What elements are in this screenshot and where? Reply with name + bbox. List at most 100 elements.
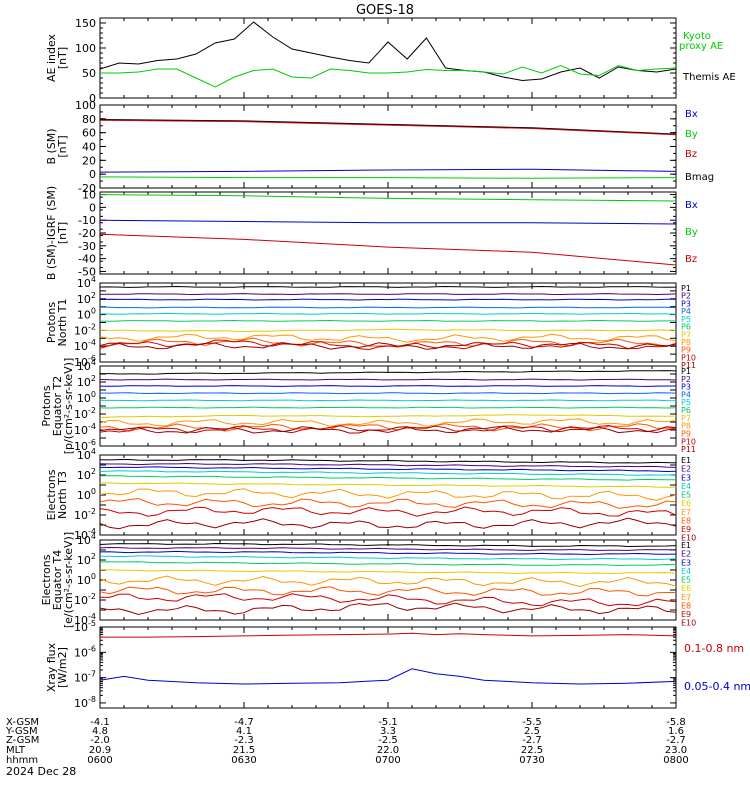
footer-value: -4.1	[90, 717, 110, 728]
series-line	[100, 458, 676, 464]
legend-label: Bz	[685, 254, 697, 265]
y-axis-title-line: Equator T4	[51, 550, 64, 610]
y-tick-base: 10	[77, 376, 91, 389]
y-tick-label: 10-6	[74, 354, 96, 369]
series-line	[100, 466, 676, 473]
legend-label: Bz	[685, 149, 697, 160]
y-tick-label: 100	[75, 42, 96, 55]
legend-label: E9	[681, 525, 691, 534]
series-line	[100, 306, 676, 309]
series-line	[100, 370, 676, 375]
y-axis-title: ElectronsNorth T3	[45, 469, 69, 520]
legend-label: 0.1-0.8 nm	[684, 642, 744, 655]
series-line	[100, 497, 676, 509]
y-tick-label: 102	[77, 467, 96, 482]
series-line	[100, 378, 676, 381]
y-tick-label: 10-6	[74, 644, 96, 659]
series-group	[100, 632, 676, 685]
series-line	[100, 21, 676, 82]
y-tick-exponent: -2	[88, 322, 96, 331]
y-tick-base: 10	[74, 408, 88, 421]
y-tick-label: 80	[82, 113, 96, 126]
series-line	[100, 293, 676, 296]
y-tick-base: 10	[74, 529, 88, 542]
y-tick-base: 10	[77, 534, 91, 547]
y-tick-base: 10	[77, 277, 91, 290]
y-axis-title-line: Electrons	[40, 554, 53, 605]
y-tick-label: 0	[89, 201, 96, 214]
legend-label: P5	[681, 398, 691, 407]
footer-value: -5.8	[666, 717, 686, 728]
y-axis-title-line: Protons	[40, 385, 53, 426]
legend-label: P3	[681, 299, 691, 308]
y-tick-label: 0	[89, 92, 96, 105]
series-line	[100, 399, 676, 402]
legend-label: E7	[681, 593, 691, 602]
y-tick-exponent: 2	[91, 291, 96, 300]
series-line	[100, 176, 676, 179]
legend-label: E6	[681, 499, 691, 508]
y-tick-label: -30	[78, 240, 96, 253]
series-line	[100, 418, 676, 427]
y-tick-label: 104	[77, 275, 96, 290]
y-tick-label: 102	[77, 552, 96, 567]
y-tick-exponent: 4	[91, 532, 96, 541]
legend-label: P7	[681, 330, 691, 339]
footer-value: -2.5	[378, 735, 398, 746]
date-label: 2024 Dec 28	[6, 765, 76, 778]
y-tick-base: 10	[74, 424, 88, 437]
y-axis-title-line: [nT]	[56, 222, 69, 244]
series-line	[100, 194, 676, 202]
y-tick-exponent: -2	[88, 507, 96, 516]
y-tick-label: 10-2	[74, 322, 96, 337]
footer-value: -5.5	[522, 717, 542, 728]
y-axis-title-line: [e/(cm²-s-sr-keV)]	[62, 532, 75, 628]
y-tick-base: 10	[74, 697, 88, 710]
y-axis-title: ProtonsEquator T2[p/(cm²-s-sr-keV)]	[40, 358, 75, 455]
series-group	[100, 194, 676, 266]
series-line	[100, 319, 676, 322]
y-tick-label: 10	[82, 189, 96, 202]
y-axis-title: Xray flux[W/m2]	[45, 642, 69, 692]
series-line	[100, 586, 676, 597]
y-tick-base: 10	[77, 449, 91, 462]
y-axis-title-line: B (SM)-IGRF (SM)	[45, 186, 58, 280]
y-tick-base: 10	[77, 469, 91, 482]
y-tick-base: 10	[77, 554, 91, 567]
legend-label: P9	[681, 346, 691, 355]
footer-value: 20.9	[89, 745, 111, 756]
y-tick-exponent: -4	[88, 422, 96, 431]
legend-label: By	[685, 129, 698, 140]
series-line	[100, 424, 676, 434]
y-tick-exponent: -4	[88, 338, 96, 347]
y-tick-exponent: -2	[88, 592, 96, 601]
footer-value: -2.3	[234, 735, 254, 746]
y-tick-label: 50	[82, 67, 96, 80]
y-tick-label: 10-7	[74, 670, 96, 685]
y-tick-label: 150	[75, 17, 96, 30]
y-axis-title: AE index[nT]	[45, 33, 69, 82]
legend-label: P1	[681, 284, 691, 293]
legend-label: Bx	[685, 109, 698, 120]
footer-value: -2.7	[522, 735, 542, 746]
legend-label: P4	[681, 307, 691, 316]
footer-value: 0600	[87, 755, 112, 766]
y-tick-label: 102	[77, 374, 96, 389]
footer-row-label: MLT	[6, 745, 26, 756]
y-tick-exponent: -7	[88, 670, 96, 679]
y-tick-label: -20	[78, 227, 96, 240]
footer-value: 21.5	[233, 745, 255, 756]
legend-label: P2	[681, 375, 691, 384]
footer-value: 4.8	[92, 726, 108, 737]
footer-row-label: Y-GSM	[5, 726, 38, 737]
series-line	[100, 555, 676, 561]
y-tick-base: 10	[77, 293, 91, 306]
y-tick-exponent: -5	[88, 619, 96, 628]
series-line	[100, 233, 676, 266]
legend-label: E7	[681, 508, 691, 517]
